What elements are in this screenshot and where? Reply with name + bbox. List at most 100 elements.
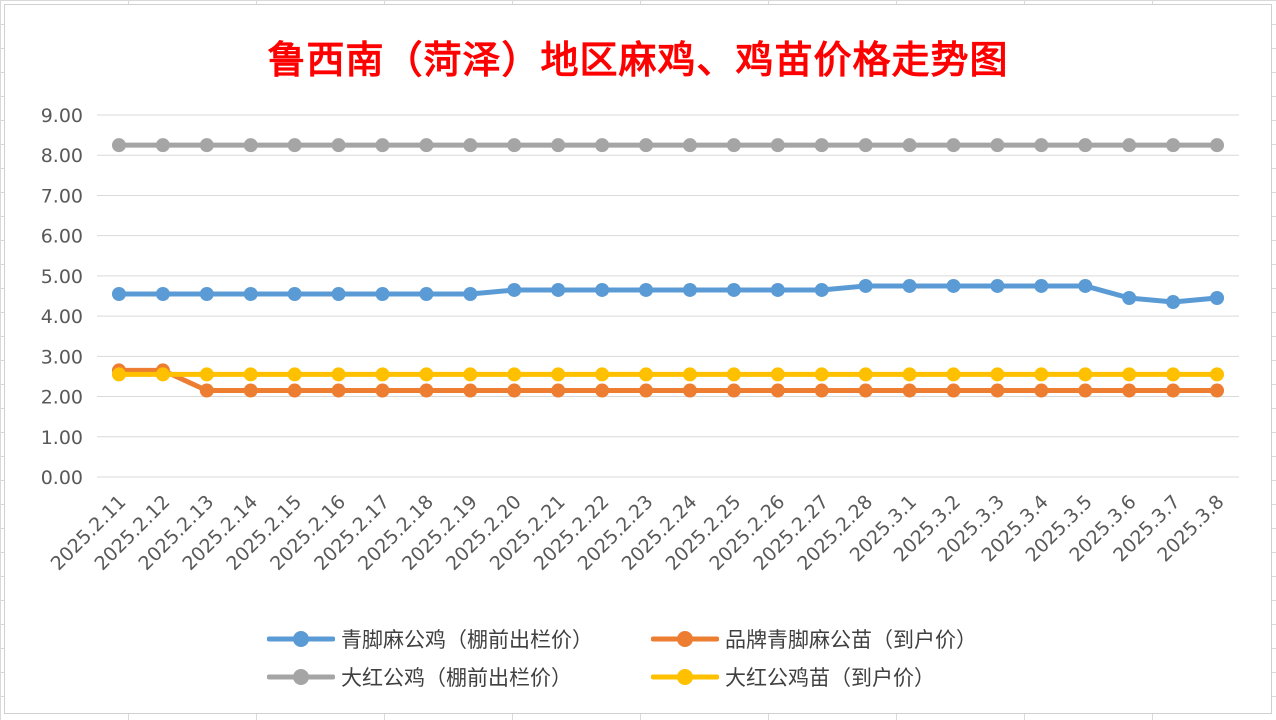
data-point [858,138,873,153]
y-tick-label: 0.00 [41,467,83,489]
y-tick-label: 3.00 [41,346,83,368]
data-point [1122,383,1137,398]
legend-item: 品牌青脚麻公苗（到户价） [651,621,977,657]
data-point [551,367,566,382]
data-point [1122,138,1137,153]
data-point [595,282,610,297]
y-tick-label: 5.00 [41,266,83,288]
data-point [902,367,917,382]
data-point [287,383,302,398]
data-point [902,278,917,293]
data-point [155,138,170,153]
data-point [111,367,126,382]
data-point [1122,367,1137,382]
data-point [814,367,829,382]
data-point [419,367,434,382]
y-tick-label: 2.00 [41,387,83,409]
data-point [814,383,829,398]
data-point [507,282,522,297]
data-point [287,367,302,382]
data-point [419,286,434,301]
data-point [858,278,873,293]
legend-swatch [651,631,719,647]
data-point [287,138,302,153]
data-point [243,367,258,382]
data-point [1034,138,1049,153]
data-point [682,282,697,297]
data-point [551,138,566,153]
data-point [858,383,873,398]
data-point [1034,367,1049,382]
data-point [770,383,785,398]
data-point [1034,383,1049,398]
data-point [1122,291,1137,306]
data-point [243,138,258,153]
data-point [331,367,346,382]
legend-label: 大红公鸡苗（到户价） [725,666,935,690]
data-point [1166,367,1181,382]
data-point [1210,383,1225,398]
chart-area[interactable]: 鲁西南（菏泽）地区麻鸡、鸡苗价格走势图 0.00 1.00 2.00 3.00 4.00… [4,4,1272,714]
data-point [990,138,1005,153]
chart-title: 鲁西南（菏泽）地区麻鸡、鸡苗价格走势图 [267,37,1009,82]
data-point [946,278,961,293]
legend-swatch [267,669,335,685]
data-point [1078,278,1093,293]
data-point [814,138,829,153]
y-tick-label: 8.00 [41,145,83,167]
data-point [507,138,522,153]
data-point [199,286,214,301]
data-point [770,138,785,153]
data-point [770,282,785,297]
data-point [419,138,434,153]
data-point [375,367,390,382]
data-point [463,286,478,301]
data-point [595,367,610,382]
data-point [155,367,170,382]
data-point [814,282,829,297]
data-point [990,278,1005,293]
data-point [682,367,697,382]
data-point [770,367,785,382]
y-tick-label: 4.00 [41,306,83,328]
y-tick-label: 9.00 [41,105,83,127]
data-point [463,383,478,398]
data-point [1078,383,1093,398]
series-line [116,367,1220,394]
data-point [243,383,258,398]
data-point [726,282,741,297]
legend-label: 青脚麻公鸡（棚前出栏价） [341,628,593,652]
data-point [595,383,610,398]
data-point [1210,367,1225,382]
data-point [682,383,697,398]
y-tick-label: 6.00 [41,226,83,248]
data-point [375,286,390,301]
data-point [1166,295,1181,310]
data-point [1166,138,1181,153]
legend-label: 品牌青脚麻公苗（到户价） [725,628,977,652]
data-point [507,383,522,398]
data-point [463,367,478,382]
legend-label: 大红公鸡（棚前出栏价） [341,666,572,690]
data-point [946,367,961,382]
data-point [419,383,434,398]
y-tick-label: 1.00 [41,427,83,449]
data-point [639,367,654,382]
data-point [551,383,566,398]
data-point [946,383,961,398]
data-point [639,138,654,153]
data-point [682,138,697,153]
plot-area: 0.00 1.00 2.00 3.00 4.00 5.00 6.00 7.00 8.00 9.00… [41,105,1239,575]
data-point [902,138,917,153]
data-point [331,383,346,398]
data-point [726,367,741,382]
legend-item: 青脚麻公鸡（棚前出栏价） [267,621,593,657]
y-tick-label: 7.00 [41,185,83,207]
legend-item: 大红公鸡苗（到户价） [651,659,935,695]
data-point [639,282,654,297]
data-point [243,286,258,301]
data-point [551,282,566,297]
data-point [199,367,214,382]
data-point [1078,367,1093,382]
legend-item: 大红公鸡（棚前出栏价） [267,659,572,695]
